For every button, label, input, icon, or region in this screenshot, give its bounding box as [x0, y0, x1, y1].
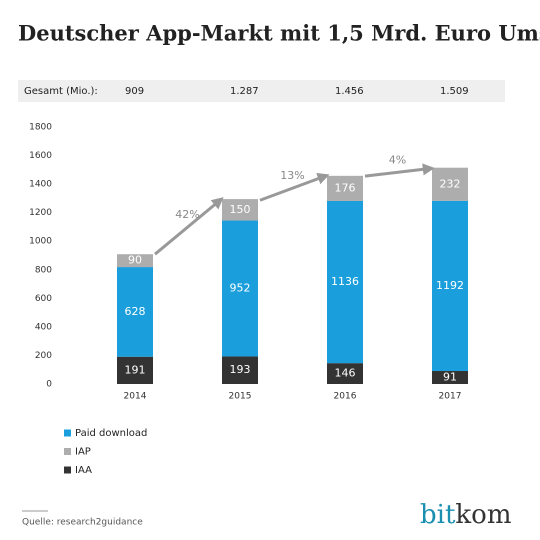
data-label: 952 — [230, 281, 251, 294]
y-tick-label: 200 — [35, 351, 52, 361]
total-value: 1.456 — [335, 86, 364, 97]
legend-label: IAA — [75, 465, 92, 476]
x-tick-label: 2017 — [439, 392, 462, 402]
totals-label: Gesamt (Mio.): — [24, 86, 98, 97]
data-label: 91 — [443, 371, 457, 384]
y-tick-label: 1600 — [29, 151, 52, 161]
data-label: 628 — [125, 305, 146, 318]
bar-segment — [327, 200, 363, 364]
bar-segment — [117, 267, 153, 357]
data-label: 90 — [128, 254, 142, 267]
y-tick-label: 1000 — [29, 237, 52, 247]
total-value: 1.287 — [230, 86, 259, 97]
bar-segment — [327, 363, 363, 384]
data-label: 232 — [440, 177, 461, 190]
y-tick-label: 800 — [35, 265, 52, 275]
data-label: 146 — [335, 367, 356, 380]
total-value: 909 — [125, 86, 144, 97]
bar-segment — [117, 254, 153, 268]
legend-label: Paid download — [75, 428, 147, 439]
x-tick-label: 2015 — [229, 392, 252, 402]
logo-part: kom — [455, 500, 511, 530]
logo-part: bit — [420, 500, 456, 530]
bar-segment — [432, 167, 468, 201]
data-label: 1136 — [331, 275, 359, 288]
chart-title: Deutscher App-Markt mit 1,5 Mrd. Euro Um… — [18, 21, 540, 46]
legend-label: IAP — [75, 447, 91, 458]
y-tick-label: 0 — [46, 380, 52, 390]
bar-segment — [222, 356, 258, 384]
bar-segment — [327, 175, 363, 201]
y-tick-label: 600 — [35, 294, 52, 304]
data-label: 193 — [230, 363, 251, 376]
y-tick-label: 400 — [35, 322, 52, 332]
bar-segment — [117, 356, 153, 384]
logo: bitkom — [420, 500, 511, 530]
total-value: 1.509 — [440, 86, 469, 97]
growth-label: 4% — [389, 153, 406, 166]
growth-label: 42% — [175, 208, 199, 221]
y-tick-label: 1200 — [29, 208, 52, 218]
legend-swatch — [64, 466, 71, 474]
x-tick-label: 2014 — [124, 392, 147, 402]
bar-segment — [222, 199, 258, 221]
growth-arrow — [154, 197, 224, 256]
legend-swatch — [64, 429, 71, 437]
source: Quelle: research2guidance — [22, 518, 143, 528]
data-label: 150 — [230, 203, 251, 216]
growth-arrow — [259, 172, 330, 202]
bar-segment — [432, 200, 468, 372]
x-tick-label: 2016 — [334, 392, 357, 402]
legend-swatch — [64, 448, 71, 455]
bar-segment — [432, 371, 468, 384]
data-label: 176 — [335, 181, 356, 194]
y-tick-label: 1800 — [29, 123, 52, 133]
bar-segment — [222, 220, 258, 357]
y-tick-label: 1400 — [29, 180, 52, 190]
totals-band — [18, 80, 505, 102]
growth-label: 13% — [280, 169, 304, 182]
growth-arrow — [364, 163, 435, 178]
data-label: 1192 — [436, 279, 464, 292]
data-label: 191 — [125, 363, 146, 376]
